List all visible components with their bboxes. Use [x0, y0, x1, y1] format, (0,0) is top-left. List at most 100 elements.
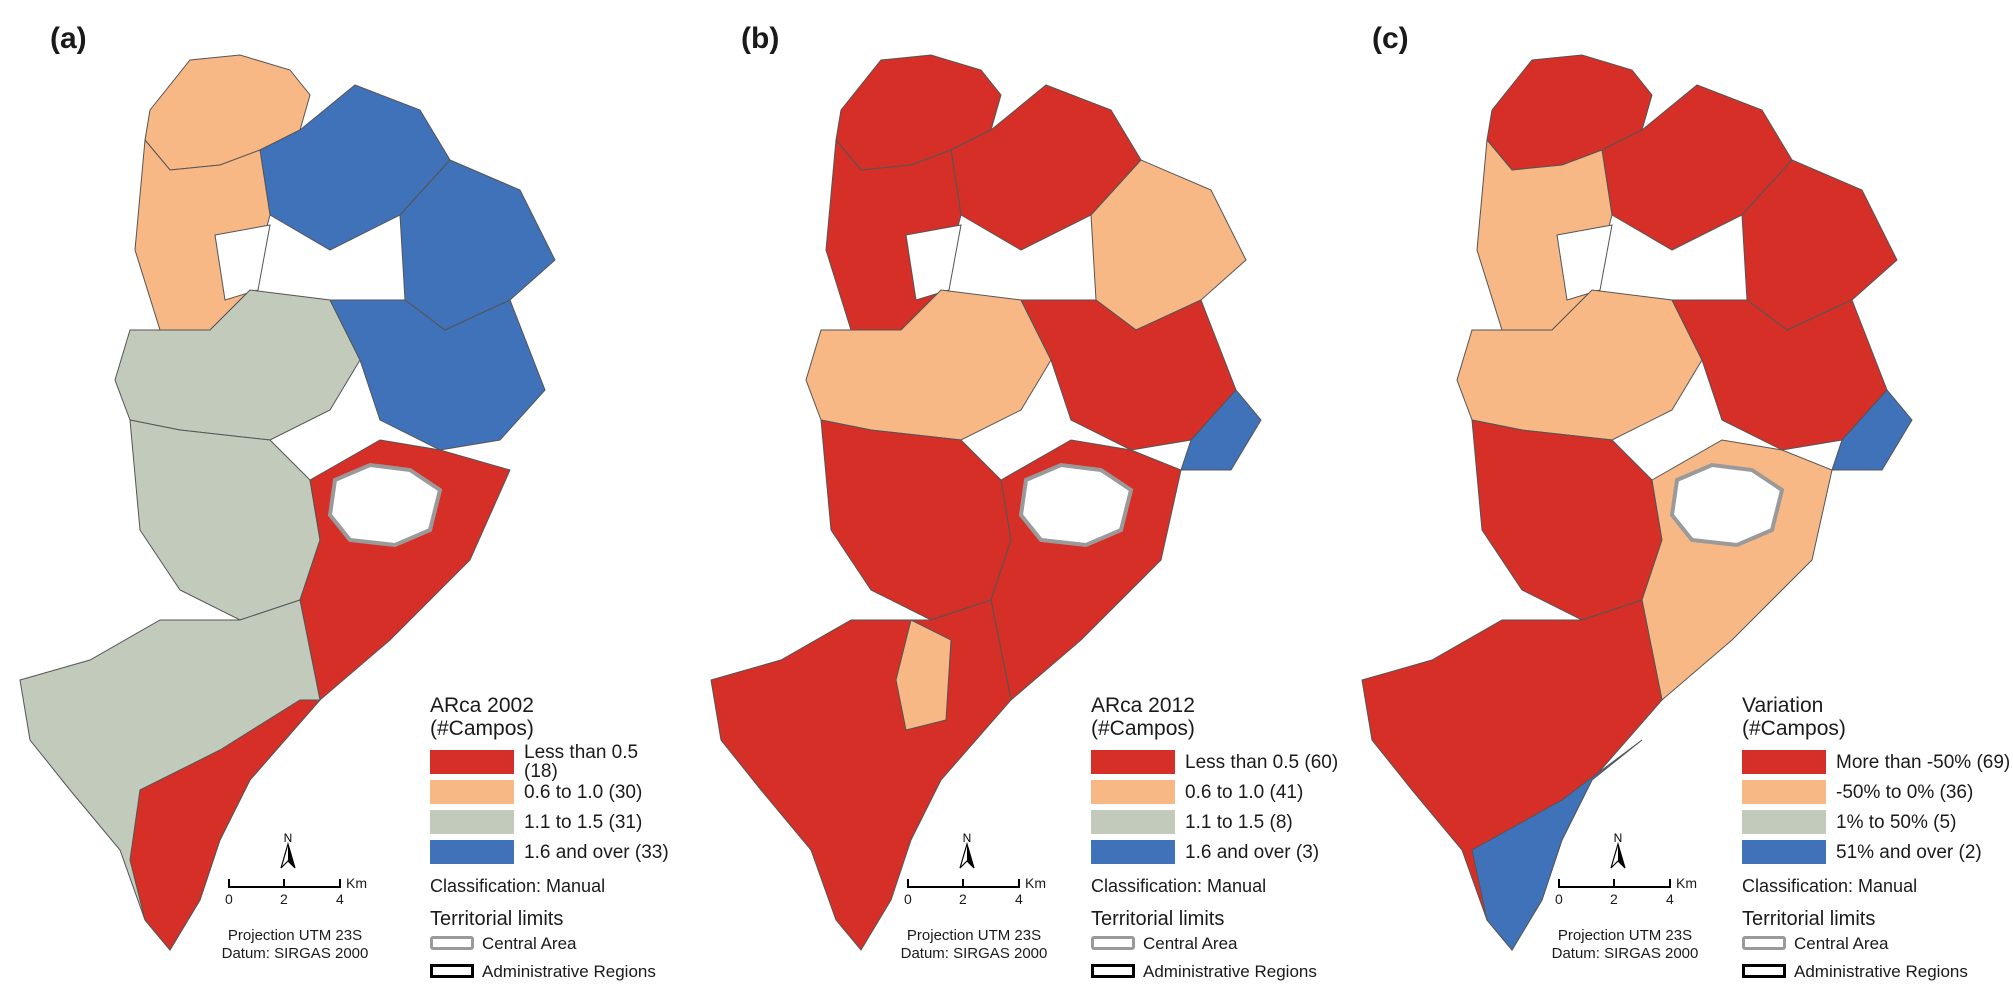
admin-regions-swatch: [1091, 964, 1135, 978]
admin-regions-swatch: [1742, 964, 1786, 978]
central-area-swatch: [1091, 936, 1135, 950]
datum-label: Datum: SIRGAS 2000: [1551, 945, 1699, 962]
legend-row: More than -50% (69): [1742, 747, 2010, 777]
admin-regions-row: Administrative Regions: [1742, 957, 2010, 985]
legend-label: 1.6 and over (3): [1185, 841, 1320, 863]
classification-note: Classification: Manual: [1742, 876, 1918, 896]
region-central-area-b: [1018, 462, 1134, 548]
legend-title: Variation: [1742, 694, 1824, 717]
legend-swatch: [1742, 780, 1826, 804]
region-pampulha-white-a: [214, 224, 271, 301]
region-west-c: [1471, 419, 1663, 621]
projection-label: Projection UTM 23S: [1557, 927, 1693, 944]
projection-label: Projection UTM 23S: [227, 927, 363, 944]
legend-subtitle: (#Campos): [1091, 717, 1195, 740]
legend-row: 0.6 to 1.0 (30): [430, 777, 671, 807]
scale-tick: 0: [904, 891, 912, 907]
admin-regions-row: Administrative Regions: [430, 957, 671, 985]
central-area-swatch: [1742, 936, 1786, 950]
legend-a: ARca 2002 (#Campos) Less than 0.5 (18) 0…: [430, 695, 671, 985]
scale-unit: Km: [346, 875, 367, 891]
scale-tick: 0: [225, 891, 233, 907]
regions: [1361, 54, 1913, 951]
projection-label: Projection UTM 23S: [906, 927, 1042, 944]
scale-tick: 2: [280, 891, 288, 907]
legend-label: 1% to 50% (5): [1836, 811, 1957, 833]
scale-tick: 2: [959, 891, 967, 907]
north-arrow-icon: N: [1610, 831, 1626, 869]
legend-row: 1% to 50% (5): [1742, 807, 2010, 837]
legend-row: 1.6 and over (33): [430, 837, 671, 867]
north-label: N: [963, 831, 972, 845]
north-label: N: [284, 831, 293, 845]
legend-swatch: [430, 750, 514, 774]
central-area-label: Central Area: [482, 933, 577, 953]
projection-note: Projection UTM 23S Datum: SIRGAS 2000: [894, 927, 1054, 963]
legend-row: 1.1 to 1.5 (8): [1091, 807, 1338, 837]
scale-tick: 2: [1610, 891, 1618, 907]
region-east-blue-c: [1831, 389, 1913, 471]
scale-tick: 4: [1015, 891, 1023, 907]
legend-label: 1.1 to 1.5 (31): [524, 811, 643, 833]
legend-row: Less than 0.5 (60): [1091, 747, 1338, 777]
choropleth-map-c: [1361, 54, 1913, 951]
admin-regions-row: Administrative Regions: [1091, 957, 1338, 985]
legend-label: 1.6 and over (33): [524, 841, 669, 863]
legend-b: ARca 2012 (#Campos) Less than 0.5 (60) 0…: [1091, 695, 1338, 985]
central-area-row: Central Area: [1091, 929, 1338, 957]
legend-swatch: [430, 840, 514, 864]
legend-row: 1.1 to 1.5 (31): [430, 807, 671, 837]
legend-row: 0.6 to 1.0 (41): [1091, 777, 1338, 807]
panel-b: (b) ARca 2012 (#Campos) Less than 0.5 (6…: [671, 0, 1342, 1005]
admin-regions-label: Administrative Regions: [1143, 961, 1317, 981]
legend-swatch: [1091, 750, 1175, 774]
legend-row: 1.6 and over (3): [1091, 837, 1338, 867]
region-pampulha-white-b: [905, 224, 962, 301]
panel-c: (c) Variation (#Campos) More than -50% (…: [1342, 0, 2013, 1005]
legend-c: Variation (#Campos) More than -50% (69) …: [1742, 695, 2010, 985]
region-west-b: [820, 419, 1012, 621]
scale-unit: Km: [1025, 875, 1046, 891]
legend-label: 0.6 to 1.0 (30): [524, 781, 643, 803]
north-arrow-icon: N: [959, 831, 975, 869]
region-center-west-b: [805, 289, 1052, 441]
legend-title: ARca 2002: [430, 694, 534, 717]
datum-label: Datum: SIRGAS 2000: [221, 945, 369, 962]
north-arrow-icon: N: [280, 831, 296, 869]
legend-label: More than -50% (69): [1836, 751, 2011, 773]
legend-label: Less than 0.5 (18): [524, 742, 639, 782]
admin-regions-swatch: [430, 964, 474, 978]
region-pampulha-white-c: [1556, 224, 1613, 301]
legend-label: -50% to 0% (36): [1836, 781, 1974, 803]
panel-label: (b): [741, 22, 780, 55]
region-east-blue-b: [1180, 389, 1262, 471]
admin-regions-label: Administrative Regions: [482, 961, 656, 981]
central-area-row: Central Area: [1742, 929, 2010, 957]
scale-tick: 0: [1555, 891, 1563, 907]
region-west-a: [129, 419, 321, 621]
legend-swatch: [1742, 750, 1826, 774]
region-south-red-a: [129, 699, 322, 951]
regions: [710, 54, 1262, 951]
legend-title: ARca 2012: [1091, 694, 1195, 717]
panel-label: (c): [1372, 22, 1409, 55]
datum-label: Datum: SIRGAS 2000: [900, 945, 1048, 962]
legend-row: Less than 0.5 (18): [430, 743, 671, 781]
legend-label: Less than 0.5 (60): [1185, 751, 1339, 773]
scale-bar: 0 2 4 Km: [1555, 875, 1708, 915]
choropleth-map-b: [710, 54, 1262, 951]
territorial-title: Territorial limits: [1091, 908, 1225, 930]
choropleth-map-a: [19, 54, 556, 951]
legend-swatch: [1091, 780, 1175, 804]
region-center-west-c: [1456, 289, 1703, 441]
legend-label: 0.6 to 1.0 (41): [1185, 781, 1304, 803]
region-central-area-c: [1669, 462, 1785, 548]
region-south-blue-c: [1471, 739, 1643, 951]
legend-swatch: [1091, 810, 1175, 834]
central-area-row: Central Area: [430, 929, 671, 957]
classification-note: Classification: Manual: [1091, 876, 1267, 896]
region-center-west-a: [114, 289, 361, 441]
scale-bar: 0 2 4 Km: [225, 875, 378, 915]
scale-tick: 4: [336, 891, 344, 907]
central-area-label: Central Area: [1794, 933, 1889, 953]
